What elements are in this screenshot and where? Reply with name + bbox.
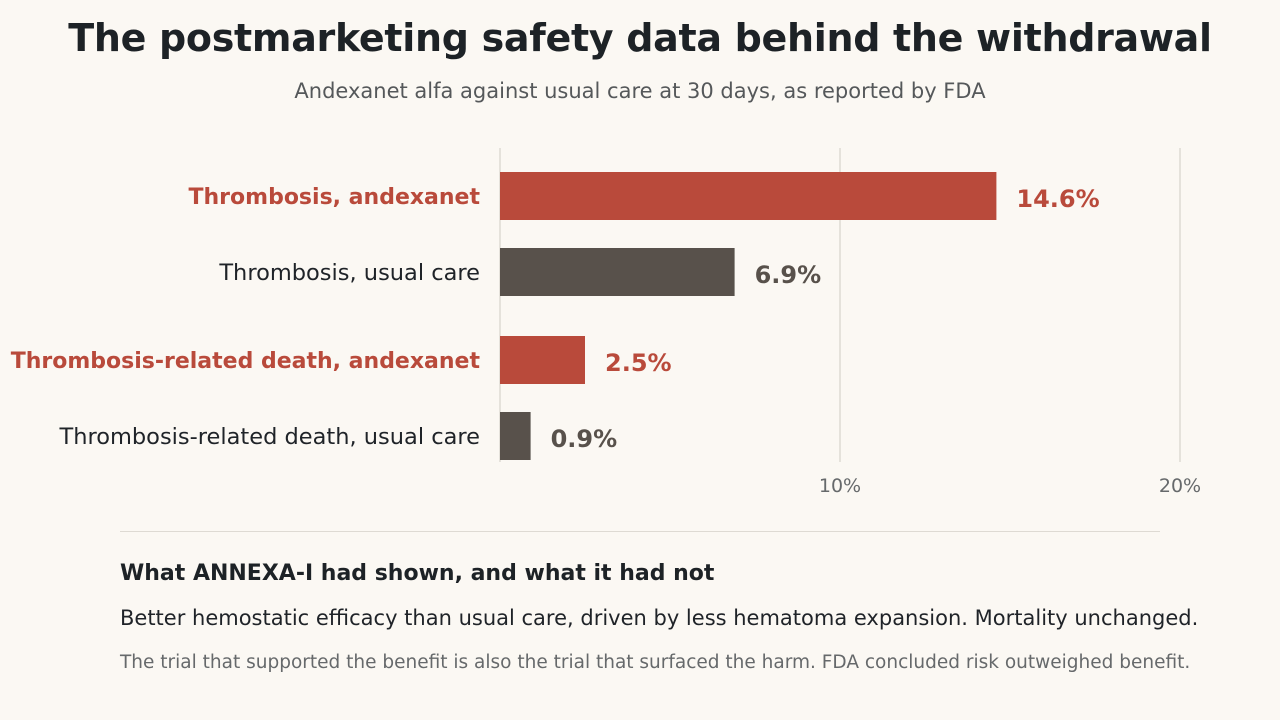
data-label: 2.5% — [605, 349, 672, 377]
category-label: Thrombosis, andexanet — [189, 185, 481, 210]
data-label: 0.9% — [551, 425, 618, 453]
divider — [120, 531, 1160, 532]
category-label: Thrombosis, usual care — [218, 260, 480, 286]
bar — [500, 336, 585, 384]
note-body: Better hemostatic efficacy than usual ca… — [120, 606, 1199, 630]
note-heading: What ANNEXA-I had shown, and what it had… — [120, 561, 715, 586]
category-label: Thrombosis-related death, usual care — [58, 424, 480, 450]
x-tick-label: 10% — [819, 475, 861, 497]
bar — [500, 248, 735, 296]
category-label: Thrombosis-related death, andexanet — [11, 349, 481, 374]
x-tick-label: 20% — [1159, 475, 1201, 497]
bar — [500, 412, 531, 460]
bar — [500, 172, 997, 220]
bar-chart: 10% 20% Thrombosis, andexanet 14.6% Thrombos… — [11, 148, 1201, 497]
chart-title: The postmarketing safety data behind the… — [68, 16, 1212, 60]
data-label: 6.9% — [755, 261, 822, 289]
chart-subtitle: Andexanet alfa against usual care at 30 … — [294, 79, 986, 103]
note-footnote: The trial that supported the benefit is … — [120, 652, 1191, 673]
data-label: 14.6% — [1016, 185, 1099, 213]
